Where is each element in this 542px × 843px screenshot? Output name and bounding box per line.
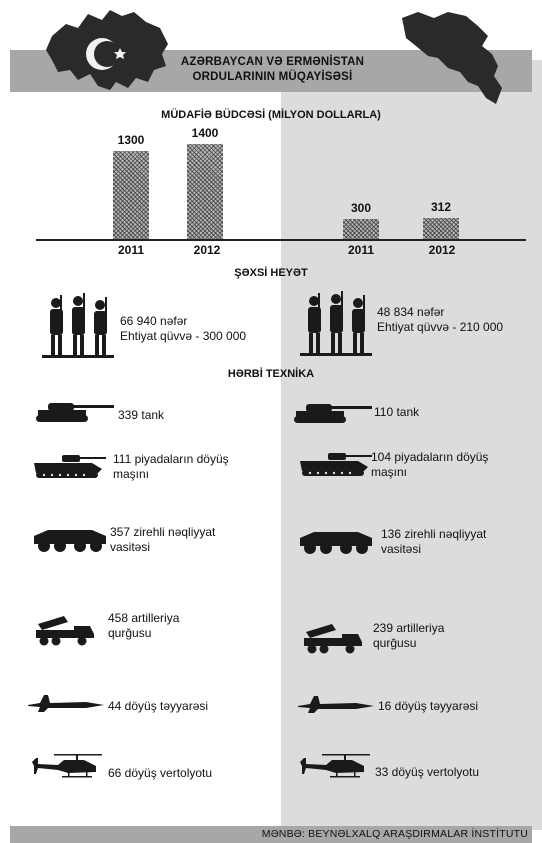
apc-icon (300, 532, 372, 554)
bar-label-az-2012: 1400 (191, 126, 219, 140)
soldiers-icon (300, 291, 372, 356)
personnel-heading: ŞƏXSİ HEYƏT (234, 267, 308, 279)
page-title: AZƏRBAYCAN VƏ ERMƏNİSTAN ORDULARININ MÜQ… (150, 55, 395, 85)
equipment-heading: HƏRBİ TEXNİKA (227, 368, 315, 380)
am-heli: 33 döyüş vertolyotu (375, 765, 480, 779)
am-artillery: 239 artilleriya qurğusu (373, 621, 444, 651)
armenia-panel (281, 60, 542, 830)
bar-label-az-2011: 1300 (117, 133, 145, 147)
az-ifv-line-1: 111 piyadaların döyüş (113, 452, 229, 466)
az-tank: 339 tank (118, 408, 165, 422)
ifv-icon (34, 455, 106, 478)
footer-band (10, 826, 532, 843)
title-line-2: ORDULARININ MÜQAYİSƏSİ (192, 71, 353, 83)
source-note: MƏNBƏ: BEYNƏLXALQ ARAŞDIRMALAR İNSTİTUTU (261, 828, 528, 840)
az-artillery-line-2: qurğusu (108, 626, 152, 640)
am-apc-line-1: 136 zirehli nəqliyyat (381, 527, 487, 541)
am-apc-line-2: vasitəsi (381, 542, 422, 556)
bar-am-2012 (423, 218, 459, 239)
azerbaijan-map-icon (46, 10, 168, 90)
chart-axis (36, 239, 526, 241)
bar-am-2011 (343, 219, 379, 239)
az-personnel-count: 66 940 nəfər (120, 314, 188, 328)
year-am-2011: 2011 (347, 243, 375, 257)
am-artillery-line-2: qurğusu (373, 636, 417, 650)
budget-heading: MÜDAFİƏ BÜDCƏSİ (MİLYON DOLLARLA) (161, 109, 381, 121)
am-tank: 110 tank (374, 405, 420, 419)
rocket-launcher-icon (36, 616, 94, 646)
az-jet: 44 döyüş təyyarəsi (108, 699, 209, 713)
year-am-2012: 2012 (428, 243, 456, 257)
year-az-2011: 2011 (117, 243, 145, 257)
helicopter-icon (32, 754, 102, 778)
az-personnel: 66 940 nəfər Ehtiyat qüvvə - 300 000 (120, 314, 246, 344)
az-heli: 66 döyüş vertolyotu (108, 766, 213, 780)
bar-az-2012 (187, 144, 223, 239)
helicopter-icon (300, 754, 370, 778)
tank-icon (36, 403, 114, 422)
am-personnel: 48 834 nəfər Ehtiyat qüvvə - 210 000 (377, 305, 503, 335)
bar-az-2011 (113, 151, 149, 239)
az-apc-line-2: vasitəsi (110, 540, 151, 554)
armenia-map-icon (402, 12, 502, 104)
az-artillery: 458 artilleriya qurğusu (108, 611, 179, 641)
am-personnel-count: 48 834 nəfər (377, 305, 445, 319)
bar-label-am-2011: 300 (350, 201, 372, 215)
az-ifv-line-2: maşını (113, 467, 150, 481)
apc-icon (34, 530, 106, 552)
az-apc: 357 zirehli nəqliyyat vasitəsi (110, 525, 215, 555)
az-apc-line-1: 357 zirehli nəqliyyat (110, 525, 216, 539)
az-artillery-line-1: 458 artilleriya (108, 611, 180, 625)
bar-label-am-2012: 312 (430, 200, 452, 214)
year-az-2012: 2012 (193, 243, 221, 257)
am-apc: 136 zirehli nəqliyyat vasitəsi (381, 527, 486, 557)
am-jet: 16 döyüş təyyarəsi (378, 699, 479, 713)
am-ifv-line-2: maşını (371, 465, 408, 479)
tank-icon (294, 404, 372, 423)
am-artillery-line-1: 239 artilleriya (373, 621, 445, 635)
az-ifv: 111 piyadaların döyüş maşını (113, 452, 229, 482)
title-line-1: AZƏRBAYCAN VƏ ERMƏNİSTAN (180, 56, 365, 68)
am-ifv: 104 piyadaların döyüş maşını (371, 450, 488, 480)
soldiers-icon (42, 293, 114, 358)
fighter-jet-icon (298, 696, 374, 713)
am-personnel-reserve: Ehtiyat qüvvə - 210 000 (377, 320, 504, 334)
am-ifv-line-1: 104 piyadaların döyüş (371, 450, 489, 464)
rocket-launcher-icon (304, 624, 362, 654)
az-personnel-reserve: Ehtiyat qüvvə - 300 000 (120, 329, 247, 343)
ifv-icon (300, 453, 372, 476)
fighter-jet-icon (28, 695, 104, 712)
